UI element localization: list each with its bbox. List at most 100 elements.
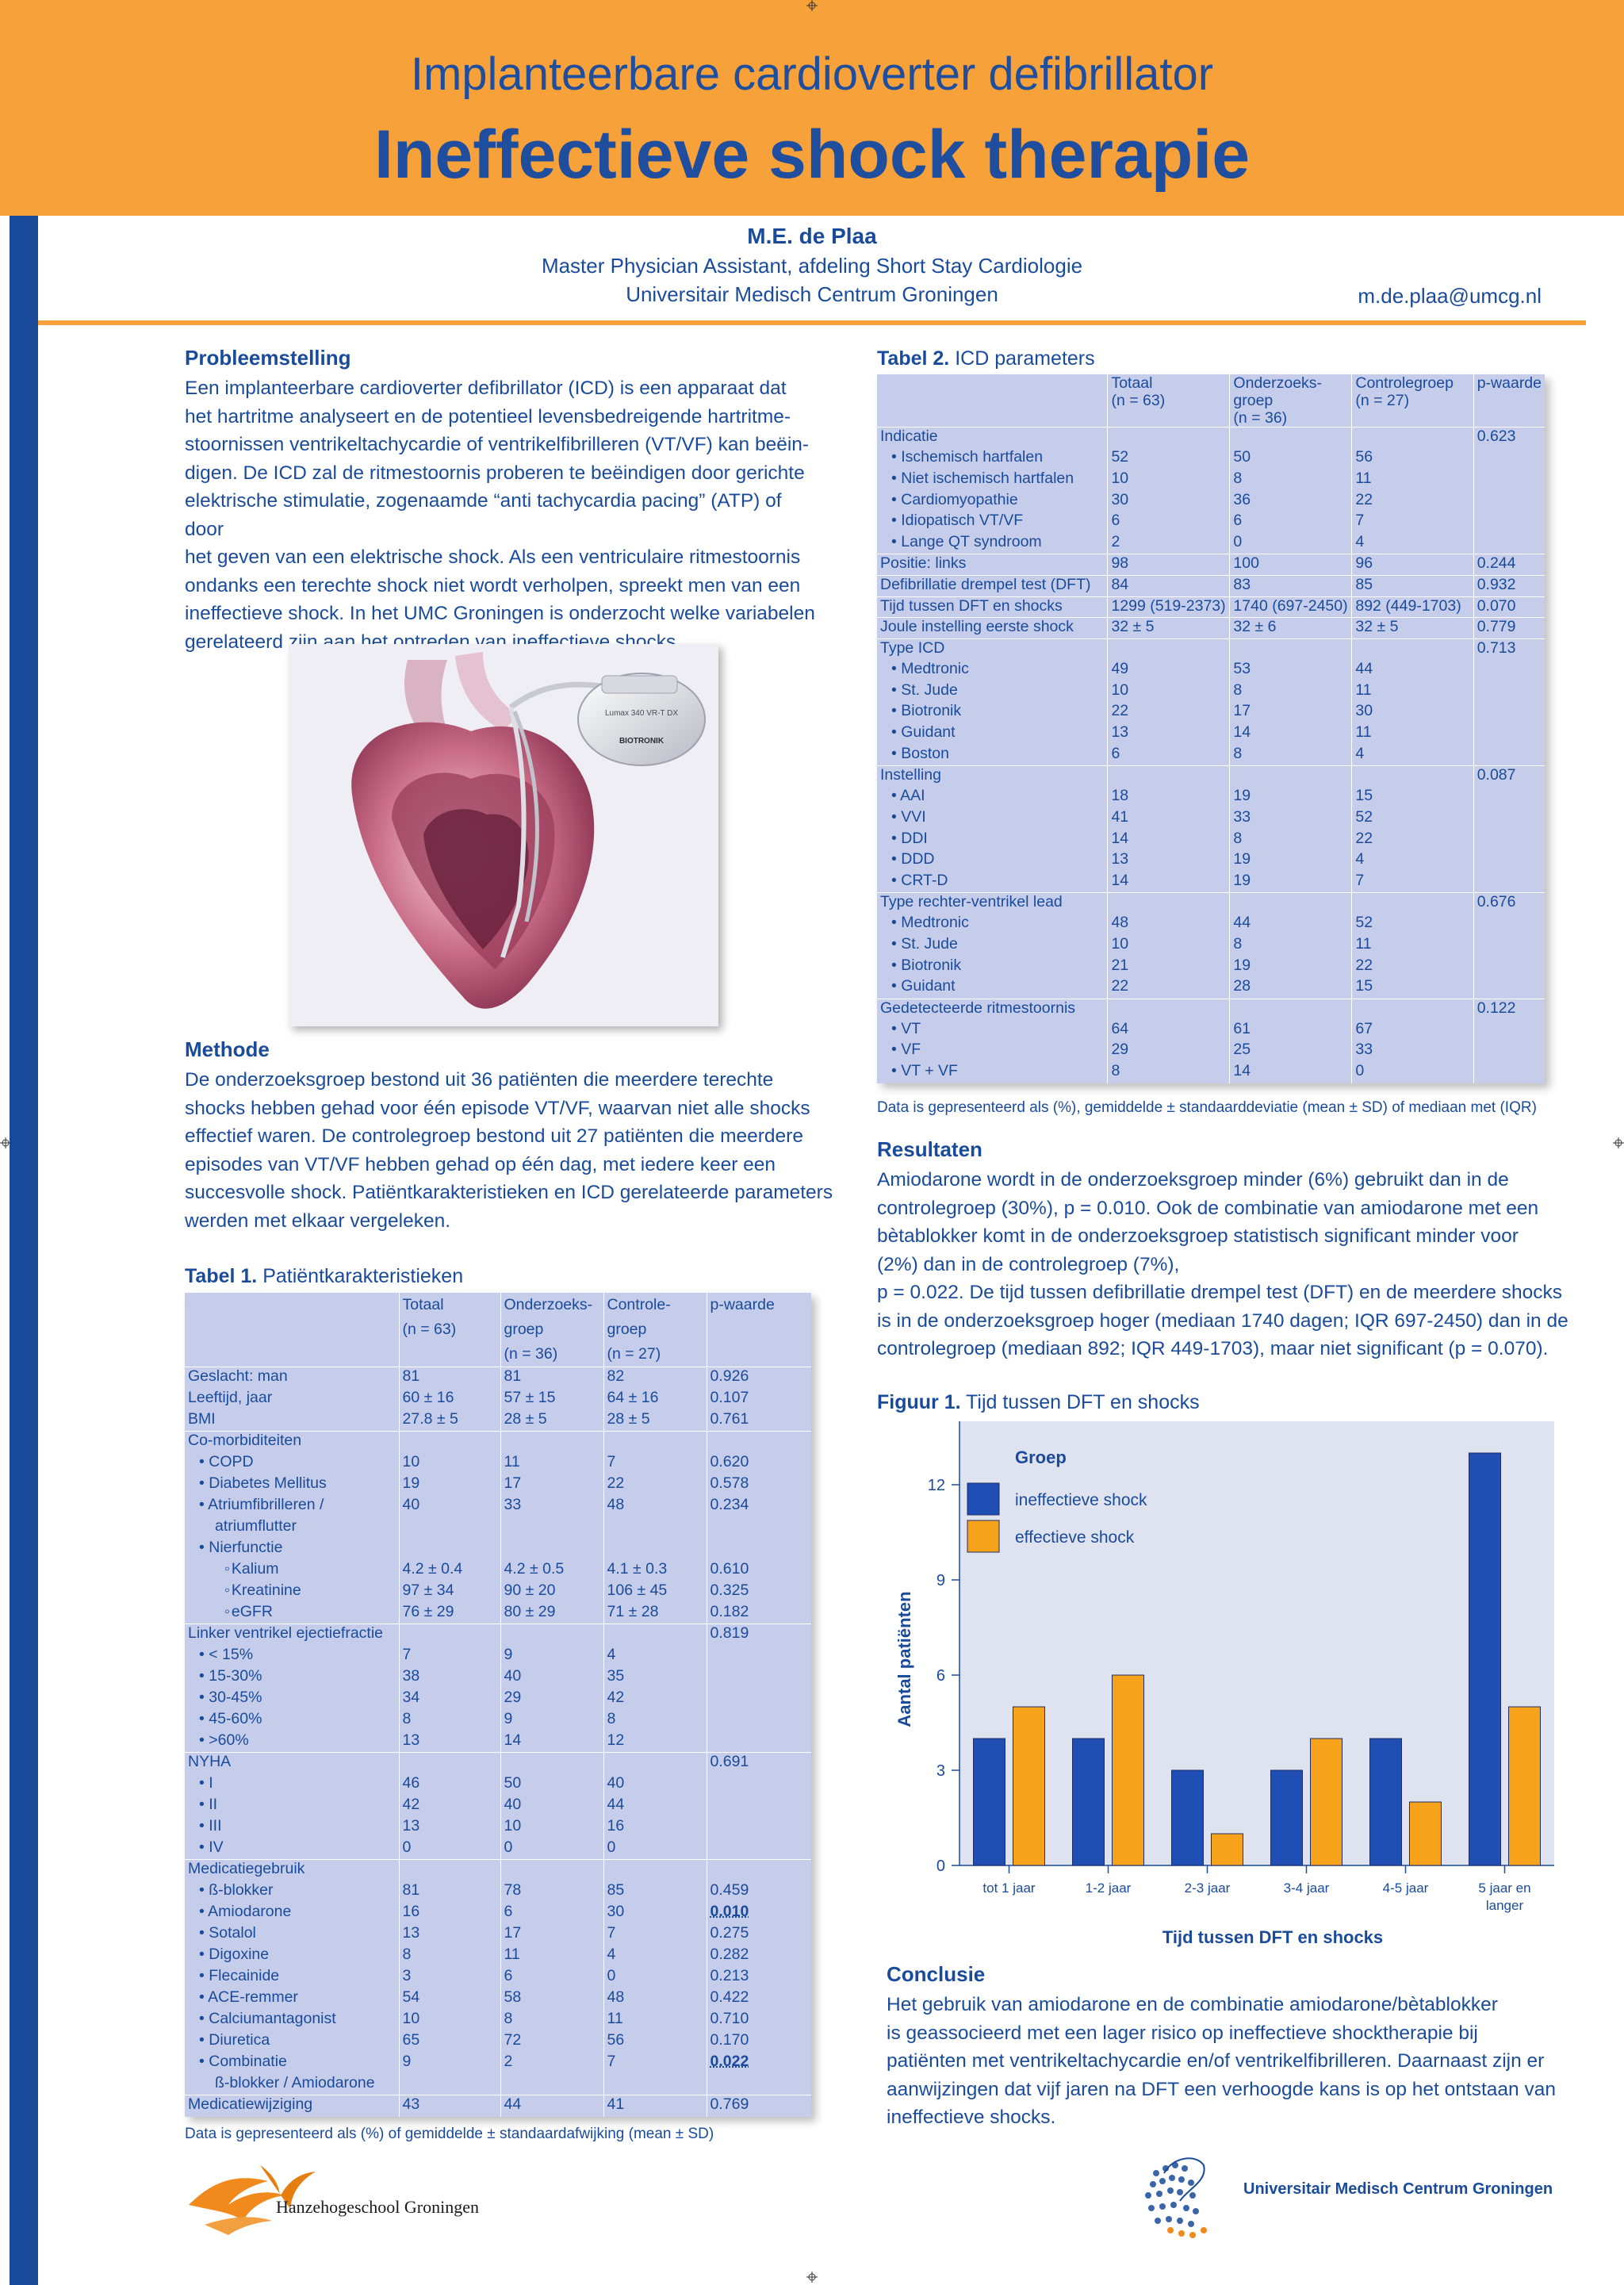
table-cell: 33 [1229,807,1352,830]
table-cell: 33 [500,1495,603,1517]
row-label: < 15% [185,1646,399,1667]
table-cell: 0.107 [706,1388,811,1410]
header-line: Controle- [607,1296,671,1313]
table-cell: 40 [500,1795,603,1817]
header-line: groep [607,1321,647,1338]
table-row: < 15% 794 [185,1645,811,1667]
row-label-text: Defibrillatie drempel test (DFT) [880,575,1091,593]
row-label-text: 15-30% [199,1667,262,1685]
table-cell [500,2073,603,2095]
table-cell [603,1624,707,1646]
row-label: Linker ventrikel ejectiefractie [185,1624,399,1646]
header-line: groep [1233,392,1274,409]
table-row: Type ICD 0.713 [877,638,1545,661]
table-cell [1473,490,1545,512]
table-cell [706,1431,811,1453]
row-label-text: Guidant [891,977,956,995]
author-email[interactable]: m.de.plaa@umcg.nl [1358,284,1542,308]
table-cell: 29 [500,1688,603,1710]
table-row: Joule instelling eerste shock 32 ± 5 32 ± … [877,617,1545,639]
table-cell [706,1773,811,1796]
row-label-text: Nierfunctie [199,1539,282,1556]
text-line: ineffectieve shock. In het UMC Groningen… [185,603,815,624]
device-label: Lumax 340 VR-T DX [605,709,678,718]
table-cell: 28 ± 5 [500,1409,603,1432]
table-cell: 19 [1229,787,1352,808]
tabel2-icd-parameters: Totaal (n = 63) Onderzoeks-groep (n = 36) Co… [877,374,1545,1083]
row-label: Positie: links [877,554,1108,576]
row-label-text: Type ICD [880,638,945,657]
table-cell: 19 [1229,850,1352,872]
table-cell: 6 [500,1966,603,1988]
text-line: succesvolle shock. Patiëntkarakteristiek… [185,1182,833,1203]
table-cell [1473,1062,1545,1083]
table-cell: 0 [398,1838,500,1860]
table-cell: 17 [500,1923,603,1946]
table-cell: 41 [603,2095,707,2117]
table-cell: 0.578 [706,1474,811,1496]
table-cell [398,1516,500,1539]
header-line: Totaal [402,1296,444,1313]
table-cell: 42 [398,1795,500,1817]
table-cell: 0.022 [706,2052,811,2074]
table-cell: 82 [603,1367,707,1389]
table-header-cell: p-waarde [1473,374,1545,427]
header-line: Controlegroep [1355,374,1454,392]
table-cell: 40 [603,1773,707,1796]
table-cell: 25 [1229,1041,1352,1063]
table-cell: 16 [603,1816,707,1838]
table-cell: 0.459 [706,1881,811,1903]
row-label: CRT-D [877,872,1108,893]
table-cell [1351,638,1474,661]
table-cell: 27.8 ± 5 [398,1409,500,1432]
tabel1-caption: Tabel 1. Patiëntkarakteristieken [185,1265,464,1287]
row-label-text: Calciumantagonist [199,2010,336,2027]
table-cell: 0.676 [1473,892,1545,914]
table-cell [398,1859,500,1881]
hanze-logo-text: Hanzehogeschool Groningen [276,2197,479,2217]
row-label-text: atriumflutter [215,1516,297,1535]
table-cell: 35 [603,1666,707,1689]
table-cell: 30 [603,1902,707,1924]
table-cell [500,1538,603,1560]
table-row: Medicatiegebruik [185,1859,811,1881]
row-label: St. Jude [877,935,1108,957]
row-label: Medtronic [877,660,1108,681]
table-cell: 6 [1107,744,1230,766]
row-label: Digoxine [185,1946,399,1967]
table-cell [1229,638,1352,661]
table-cell: 98 [1107,554,1230,576]
header-line: (n = 36) [1233,409,1288,427]
table-cell: 64 [1107,1019,1230,1041]
table-cell: 13 [398,1923,500,1946]
header-line: (n = 63) [402,1321,457,1338]
header-divider [38,320,1586,325]
text-line: het geven van een elektrische shock. Als… [185,546,801,568]
umcg-logo-text: Universitair Medisch Centrum Groningen [1243,2180,1553,2198]
table-cell: 3 [398,1966,500,1988]
table-cell: 14 [1107,871,1230,893]
resultaten-text: Amiodarone wordt in de onderzoeksgroep m… [877,1166,1575,1363]
table-cell: 4 [603,1645,707,1667]
table-cell: 65 [398,2030,500,2053]
table-cell: 0 [603,1838,707,1860]
row-label: Instelling [877,765,1108,788]
table-cell: 22 [1351,829,1474,851]
table-cell: 0.779 [1473,617,1545,639]
table-cell: 892 (449-1703) [1351,596,1474,618]
text-line: bètablokker komt in de onderzoeksgroep s… [877,1225,1519,1247]
table-row: Lange QT syndroom 204 [877,532,1545,554]
table-cell: 10 [1107,681,1230,703]
table-cell [1473,977,1545,999]
row-label: Tijd tussen DFT en shocks [877,596,1108,618]
row-label: BMI [185,1410,399,1432]
bar-effectief [1112,1674,1144,1866]
